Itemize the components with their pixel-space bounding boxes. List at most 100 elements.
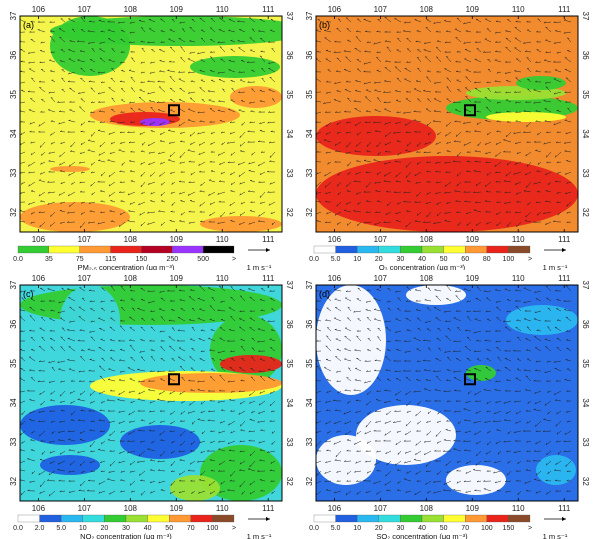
- lat-tick-label: 37: [305, 280, 314, 289]
- colorbar-title: SO₂ concentration (μg m⁻³): [376, 532, 468, 539]
- lon-tick-label: 109: [170, 274, 184, 283]
- colorbar-swatch: [444, 246, 466, 253]
- colorbar-tick-label: 70: [187, 525, 195, 532]
- lon-tick-label: 111: [558, 274, 571, 283]
- lon-tick-label: 108: [420, 504, 434, 513]
- colorbar-swatch: [422, 246, 444, 253]
- concentration-region: [486, 112, 566, 122]
- lon-tick-label: 111: [558, 5, 571, 14]
- lon-tick-label: 111: [262, 504, 275, 513]
- colorbar-swatch: [104, 515, 126, 522]
- colorbar-tick-label: 20: [101, 525, 109, 532]
- colorbar-tick-label: 115: [105, 256, 116, 263]
- colorbar-title: PM₂.₅ concentration (μg m⁻³): [78, 263, 175, 270]
- lat-tick-label: 34: [9, 398, 18, 407]
- lat-tick-label: 32: [305, 476, 314, 485]
- map-b: (b)1061061071071081081091091101101111113…: [300, 2, 596, 270]
- colorbar-swatch: [314, 515, 336, 522]
- lon-tick-label: 109: [466, 5, 480, 14]
- colorbar-swatch: [126, 515, 148, 522]
- lon-tick-label: 106: [328, 5, 342, 14]
- colorbar-title: NO₂ concentration (μg m⁻³): [80, 532, 172, 539]
- lat-tick-label: 32: [285, 477, 294, 486]
- lon-tick-label: 107: [374, 5, 388, 14]
- lon-tick-label: 111: [262, 235, 275, 244]
- lat-tick-label: 32: [9, 476, 18, 485]
- colorbar-swatch: [203, 246, 234, 253]
- lon-tick-label: 108: [420, 5, 434, 14]
- lat-tick-label: 33: [305, 168, 314, 177]
- lat-tick-label: 34: [305, 129, 314, 138]
- lat-tick-label: 34: [581, 398, 590, 407]
- colorbar-tick-label: >: [528, 256, 532, 263]
- lat-tick-label: 34: [581, 129, 590, 138]
- wind-vector-head: [18, 220, 20, 221]
- lat-tick-label: 35: [285, 90, 294, 99]
- colorbar-swatch: [80, 246, 111, 253]
- colorbar-swatch: [508, 246, 530, 253]
- colorbar-tick-label: >: [232, 525, 236, 532]
- colorbar-tick-label: 50: [165, 525, 173, 532]
- colorbar-tick-label: 30: [122, 525, 130, 532]
- wind-vector-head: [313, 100, 315, 101]
- concentration-region: [20, 202, 130, 232]
- wind-vector-head: [314, 402, 315, 403]
- lat-tick-label: 34: [305, 398, 314, 407]
- colorbar-swatch: [172, 246, 203, 253]
- lon-tick-label: 108: [124, 274, 138, 283]
- lat-tick-label: 32: [285, 208, 294, 217]
- colorbar-swatch: [40, 515, 62, 522]
- colorbar-tick-label: 30: [397, 256, 405, 263]
- colorbar-tick-label: 5.0: [331, 256, 341, 263]
- lat-tick-label: 33: [285, 169, 294, 178]
- lon-tick-label: 106: [328, 504, 342, 513]
- concentration-region: [170, 475, 220, 501]
- colorbar-swatch: [465, 515, 487, 522]
- colorbar-title: O₃ concentration (μg m⁻³): [379, 263, 466, 270]
- map-c: (c)1061061071071081081091091101101111113…: [4, 271, 300, 539]
- colorbar-swatch: [18, 246, 49, 253]
- lon-tick-label: 111: [262, 274, 275, 283]
- colorbar-swatch: [49, 246, 80, 253]
- concentration-region: [516, 76, 566, 90]
- colorbar-swatch: [83, 515, 105, 522]
- colorbar-tick-label: 150: [136, 256, 148, 263]
- lon-tick-label: 108: [124, 504, 138, 513]
- colorbar-swatch: [357, 515, 379, 522]
- wind-reference-arrow-head: [266, 248, 270, 252]
- colorbar-swatch: [487, 246, 509, 253]
- colorbar-swatch: [314, 246, 336, 253]
- lat-tick-label: 36: [305, 50, 314, 59]
- concentration-region: [316, 156, 578, 232]
- lon-tick-label: 109: [466, 504, 480, 513]
- lat-tick-label: 36: [285, 51, 294, 60]
- concentration-region: [50, 166, 90, 172]
- colorbar-tick-label: 50: [440, 256, 448, 263]
- lat-tick-label: 33: [285, 438, 294, 447]
- lat-tick-label: 35: [581, 359, 590, 368]
- lon-tick-label: 106: [32, 274, 46, 283]
- colorbar-swatch: [111, 246, 142, 253]
- lon-tick-label: 106: [32, 504, 46, 513]
- panel-label: (c): [23, 289, 34, 299]
- concentration-region: [190, 56, 280, 78]
- colorbar-tick-label: 0.0: [13, 256, 23, 263]
- concentration-region: [406, 285, 466, 305]
- wind-reference-arrow-head: [266, 517, 270, 521]
- colorbar-tick-label: 5.0: [56, 525, 66, 532]
- panel-label: (d): [319, 289, 330, 299]
- map-a: (a)1061061071071081081091091101101111113…: [4, 2, 300, 270]
- colorbar-swatch: [422, 515, 444, 522]
- lat-tick-label: 33: [305, 437, 314, 446]
- lon-tick-label: 108: [420, 274, 434, 283]
- colorbar-tick-label: 10: [353, 525, 361, 532]
- colorbar-tick-label: 2.0: [35, 525, 45, 532]
- colorbar-tick-label: 70: [461, 525, 469, 532]
- wind-vector-head: [18, 153, 19, 155]
- wind-unit-label: 1 m s⁻¹: [247, 263, 272, 270]
- panel-label: (b): [319, 20, 330, 30]
- panel-b: (b) 106 106 107 107 108 108 109 109 110 110 111 111 3…: [300, 2, 596, 270]
- lon-tick-label: 107: [374, 235, 388, 244]
- lon-tick-label: 107: [78, 274, 92, 283]
- lat-tick-label: 34: [9, 129, 18, 138]
